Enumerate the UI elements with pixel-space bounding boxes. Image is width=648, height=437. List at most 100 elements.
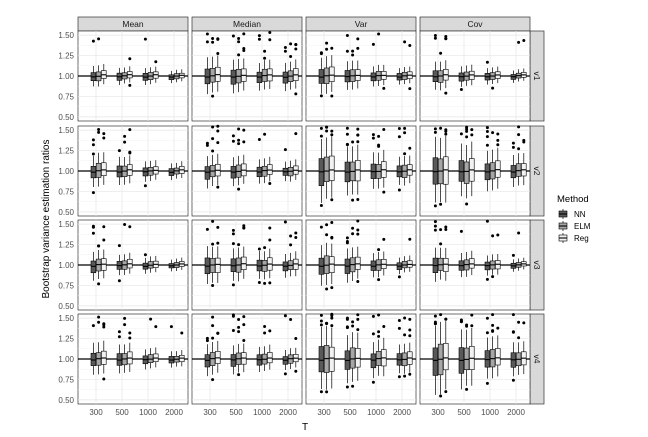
box-v4-cov-1000-nn — [484, 350, 491, 368]
box-v4-cov-2000-nn-outlier — [511, 378, 515, 382]
box-v1-var-500-reg-outlier — [356, 37, 360, 41]
box-v4-median-500-elm-outlier — [237, 330, 241, 334]
box-v4-median-500-nn — [230, 354, 237, 367]
box-v2-median-500-elm-outlier — [237, 142, 241, 146]
box-v2-var-300-elm — [323, 156, 330, 182]
legend-title: Method — [557, 194, 589, 205]
box-v2-cov-500-nn — [458, 160, 465, 182]
box-v3-cov-300-elm-outlier — [439, 228, 443, 232]
box-v1-var-300-reg — [329, 66, 335, 82]
box-v3-var-500-elm-outlier — [351, 226, 355, 230]
box-v4-cov-1000-elm-outlier — [491, 313, 495, 317]
box-v4-var-300-reg-outlier — [330, 314, 334, 318]
box-v4-cov-300-nn-outlier — [433, 322, 437, 326]
box-v4-var-2000-reg-outlier — [408, 372, 412, 376]
box-v2-mean-300-nn-outlier — [91, 138, 95, 142]
box-v4-var-2000-nn-outlier — [397, 318, 401, 322]
box-v1-cov-1000-nn-outlier — [485, 60, 489, 64]
box-v2-cov-500-elm-outlier — [465, 125, 469, 129]
box-v4-mean-1000-reg-outlier — [154, 325, 158, 329]
box-v3-median-500-reg-outlier — [242, 224, 246, 228]
box-v1-median-300-nn-outlier — [205, 40, 209, 44]
box-v4-var-500-reg — [355, 348, 361, 368]
box-v2-mean-300-nn-outlier — [91, 152, 95, 156]
box-v3-cov-1000-reg-outlier — [496, 233, 500, 237]
box-v3-var-500-reg-outlier — [356, 228, 360, 232]
box-v2-cov-2000-nn-outlier — [511, 141, 515, 145]
box-v4-mean-500-nn — [116, 353, 123, 366]
box-v1-cov-1000-elm-outlier — [491, 86, 495, 90]
box-v1-var-1000-nn-outlier — [371, 42, 375, 46]
box-v2-median-300-reg-outlier — [216, 124, 220, 128]
box-v1-median-300-nn — [204, 68, 211, 85]
box-v2-median-300-reg-outlier — [216, 185, 220, 189]
box-v2-var-2000-reg-outlier — [408, 146, 412, 150]
x-tick-label: 2000 — [393, 408, 411, 417]
x-tick-label: 2000 — [507, 408, 525, 417]
y-axis-title: Bootstrap variance estimation ratios — [41, 140, 52, 299]
box-v2-median-500-elm-outlier — [237, 127, 241, 131]
box-v4-var-1000-elm-outlier — [377, 334, 381, 338]
box-v4-mean-500-nn-outlier — [117, 335, 121, 339]
box-v4-var-300-nn-outlier — [319, 319, 323, 323]
box-v3-var-300-reg-outlier — [330, 220, 334, 224]
box-v2-var-1000-nn-outlier — [371, 136, 375, 140]
box-v3-var-500-reg-outlier — [356, 279, 360, 283]
x-tick-label: 1000 — [367, 408, 385, 417]
box-v4-cov-500-nn-outlier — [459, 319, 463, 323]
box-v2-var-1000-reg-outlier — [382, 128, 386, 132]
box-v4-median-300-nn-outlier — [205, 336, 209, 340]
box-v2-var-300-reg-outlier — [330, 133, 334, 137]
legend-label-elm: ELM — [574, 222, 591, 231]
box-v4-cov-2000-elm-outlier — [517, 320, 521, 324]
box-v4-var-300-nn — [318, 346, 325, 373]
box-v2-mean-300-reg-outlier — [102, 136, 106, 140]
box-v2-cov-500-elm-outlier — [465, 129, 469, 133]
box-v1-median-2000-reg-outlier — [294, 43, 298, 47]
box-v2-median-300-elm-outlier — [211, 125, 215, 129]
box-v4-cov-300-nn — [432, 347, 439, 376]
box-v3-median-2000-elm-outlier — [289, 243, 293, 247]
box-v4-mean-300-reg-outlier — [102, 377, 106, 381]
box-v3-cov-1000-elm-outlier — [491, 234, 495, 238]
box-v2-var-500-reg-outlier — [356, 127, 360, 131]
x-tick-label: 1000 — [253, 408, 271, 417]
box-v2-var-500-nn-outlier — [345, 142, 349, 146]
box-v3-median-1000-nn-outlier — [257, 280, 261, 284]
facet-label-v1: v1 — [532, 72, 542, 81]
box-v1-median-1000-reg-outlier — [268, 38, 272, 42]
box-v1-median-500-elm-outlier — [237, 40, 241, 44]
box-v4-median-300-elm-outlier — [211, 315, 215, 319]
box-v4-var-500-nn-outlier — [345, 385, 349, 389]
x-tick-label: 2000 — [279, 408, 297, 417]
box-v2-var-300-nn-outlier — [319, 204, 323, 208]
x-tick-label: 300 — [203, 408, 217, 417]
box-v4-cov-1000-reg-outlier — [496, 326, 500, 330]
box-v1-median-1000-reg-outlier — [268, 30, 272, 34]
box-v2-cov-1000-nn-outlier — [485, 130, 489, 134]
box-v3-var-500-reg-outlier — [356, 219, 360, 223]
y-tick-label: 1.00 — [58, 261, 74, 270]
box-v3-mean-300-nn — [90, 260, 97, 274]
x-tick-label: 300 — [317, 408, 331, 417]
box-v2-mean-500-elm-outlier — [123, 134, 127, 138]
y-tick-label: 1.25 — [58, 335, 74, 344]
box-v2-median-500-elm-outlier — [237, 187, 241, 191]
box-v4-var-1000-elm-outlier — [377, 330, 381, 334]
box-v2-var-300-elm-outlier — [325, 129, 329, 133]
box-v2-median-500-nn-outlier — [231, 134, 235, 138]
facet-label-v2: v2 — [532, 167, 542, 176]
box-v3-mean-500-nn-outlier — [117, 244, 121, 248]
box-v3-var-500-nn-outlier — [345, 241, 349, 245]
box-v3-var-300-elm-outlier — [325, 287, 329, 291]
box-v2-var-500-reg-outlier — [356, 198, 360, 202]
box-v4-var-300-reg — [329, 346, 335, 372]
box-v3-var-300-reg-outlier — [330, 286, 334, 290]
x-tick-label: 300 — [89, 408, 103, 417]
box-v3-cov-500-nn-outlier — [459, 229, 463, 233]
box-v1-median-1000-elm-outlier — [263, 56, 267, 60]
y-tick-label: 1.00 — [58, 355, 74, 364]
y-tick-label: 1.00 — [58, 72, 74, 81]
box-v1-median-2000-reg-outlier — [294, 92, 298, 96]
